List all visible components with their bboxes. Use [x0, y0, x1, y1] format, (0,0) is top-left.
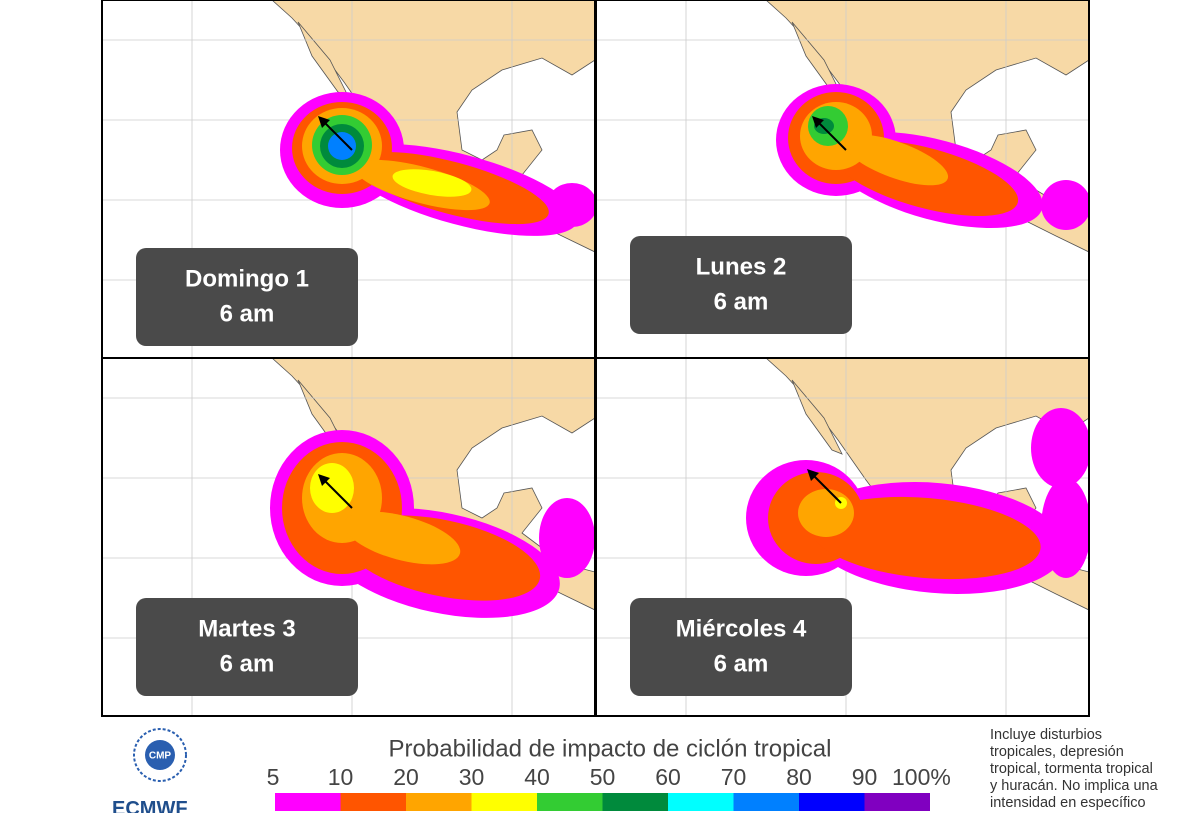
arrow-head	[318, 474, 330, 486]
legend-swatch	[275, 793, 341, 811]
legend-swatch	[340, 793, 406, 811]
probability-area	[343, 511, 461, 565]
label-box	[136, 248, 358, 346]
arrow-head	[807, 469, 819, 481]
probability-area	[392, 169, 472, 197]
legend-swatch	[602, 793, 668, 811]
land	[791, 379, 843, 455]
ecmwf-logo: ECMWF	[112, 798, 188, 813]
track-arrow	[815, 119, 847, 151]
probability-area	[328, 132, 356, 160]
map-panel: Domingo 1 6 am	[101, 0, 596, 359]
legend-tick: 70	[721, 764, 747, 790]
legend-swatch	[733, 793, 799, 811]
probability-area	[1041, 478, 1089, 578]
probability-area	[547, 183, 595, 227]
track-arrow	[321, 477, 353, 509]
arrow-head	[318, 116, 330, 128]
day-label: Lunes 2	[696, 253, 787, 280]
day-label: Domingo 1	[185, 265, 309, 292]
track-arrow	[321, 119, 353, 151]
cmp-logo-inner	[145, 740, 175, 770]
legend-title: Probabilidad de impacto de ciclón tropic…	[389, 735, 832, 762]
arrow-head	[812, 116, 824, 128]
note-line: Incluye disturbios	[990, 727, 1103, 743]
track-arrow	[810, 472, 842, 504]
map-panel: Martes 3 6 am	[101, 357, 596, 717]
time-label: 6 am	[220, 300, 275, 327]
legend-swatch	[799, 793, 865, 811]
legend-tick: 20	[393, 764, 419, 790]
map-panel: Miércoles 4 6 am	[595, 357, 1090, 717]
map-panel: Lunes 2 6 am	[595, 0, 1090, 359]
label-box	[630, 598, 852, 696]
note-line: y huracán. No implica una	[990, 778, 1158, 794]
legend-tick: 80	[786, 764, 812, 790]
legend-tick: 30	[459, 764, 485, 790]
cmp-text: CMP	[149, 751, 172, 762]
time-label: 6 am	[220, 650, 275, 677]
legend-swatch	[471, 793, 537, 811]
day-label: Martes 3	[198, 615, 295, 642]
note-line: tropicales, depresión	[990, 744, 1124, 760]
time-label: 6 am	[714, 288, 769, 315]
probability-area	[539, 498, 595, 578]
probability-area	[811, 496, 1041, 580]
label-box	[136, 598, 358, 696]
probability-area	[843, 134, 949, 186]
day-label: Miércoles 4	[676, 615, 807, 642]
legend-tick: 10	[328, 764, 354, 790]
note-line: tropical, tormenta tropical	[990, 761, 1153, 777]
note-line: intensidad en específico	[990, 795, 1146, 811]
probability-area	[1041, 180, 1089, 230]
probability-area	[1031, 408, 1089, 488]
legend-tick: 50	[590, 764, 616, 790]
time-label: 6 am	[714, 650, 769, 677]
legend-tick: 90	[852, 764, 878, 790]
legend-tick: 40	[524, 764, 550, 790]
legend-swatch	[668, 793, 734, 811]
label-box	[630, 236, 852, 334]
probability-area	[798, 489, 854, 537]
panel-border	[595, 357, 1090, 717]
legend-tick: 100%	[892, 764, 951, 790]
legend-tick: 60	[655, 764, 681, 790]
legend-tick: 5	[267, 764, 280, 790]
legend-swatch	[406, 793, 472, 811]
legend-swatch	[537, 793, 603, 811]
legend-swatch	[864, 793, 930, 811]
note: Incluye disturbios tropicales, depresión t…	[990, 727, 1200, 813]
